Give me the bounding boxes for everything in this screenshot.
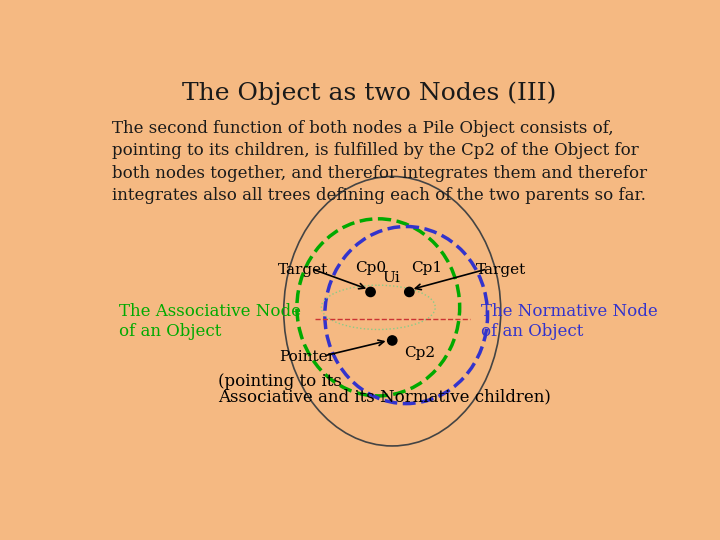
Text: Cp2: Cp2	[404, 346, 435, 360]
Text: The Normative Node
of an Object: The Normative Node of an Object	[482, 303, 658, 340]
Text: Target: Target	[278, 264, 328, 278]
Text: (pointing to its: (pointing to its	[218, 373, 342, 390]
Text: Cp1: Cp1	[412, 261, 443, 275]
Text: The second function of both nodes a Pile Object consists of,
pointing to its chi: The second function of both nodes a Pile…	[112, 120, 647, 204]
Text: Ui: Ui	[382, 271, 400, 285]
Text: The Associative Node
of an Object: The Associative Node of an Object	[120, 303, 302, 340]
Text: Pointer: Pointer	[279, 350, 335, 364]
Circle shape	[387, 336, 397, 345]
Text: Associative and its Normative children): Associative and its Normative children)	[218, 388, 551, 405]
Circle shape	[366, 287, 375, 296]
Circle shape	[405, 287, 414, 296]
Text: Target: Target	[476, 264, 526, 278]
Text: Cp0: Cp0	[355, 261, 386, 275]
Text: The Object as two Nodes (III): The Object as two Nodes (III)	[182, 82, 556, 105]
